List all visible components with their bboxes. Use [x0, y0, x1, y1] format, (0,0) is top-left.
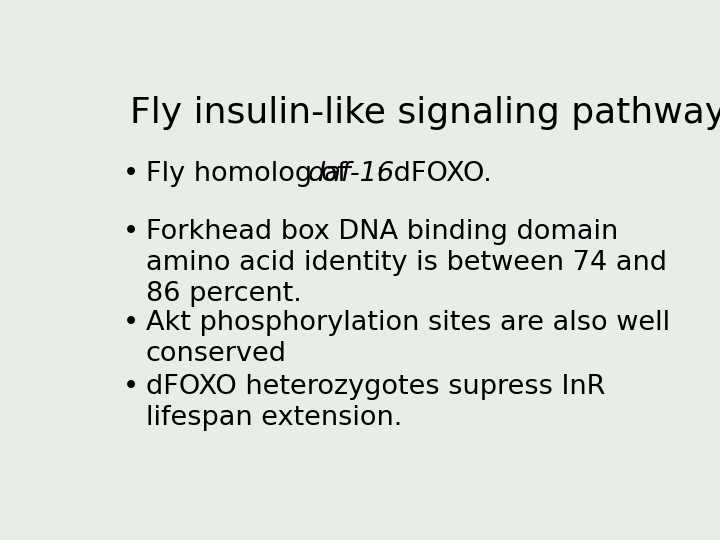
Text: •: •: [122, 161, 139, 187]
Text: : dFOXO.: : dFOXO.: [376, 161, 492, 187]
Text: •: •: [122, 219, 139, 245]
Text: •: •: [122, 309, 139, 336]
Text: daf-16: daf-16: [308, 161, 395, 187]
Text: Forkhead box DNA binding domain
amino acid identity is between 74 and
86 percent: Forkhead box DNA binding domain amino ac…: [145, 219, 667, 307]
Text: •: •: [122, 374, 139, 400]
Text: Fly homolog of: Fly homolog of: [145, 161, 355, 187]
Text: Akt phosphorylation sites are also well
conserved: Akt phosphorylation sites are also well …: [145, 309, 670, 367]
Text: Fly insulin-like signaling pathway: Fly insulin-like signaling pathway: [130, 96, 720, 130]
Text: dFOXO heterozygotes supress InR
lifespan extension.: dFOXO heterozygotes supress InR lifespan…: [145, 374, 606, 431]
